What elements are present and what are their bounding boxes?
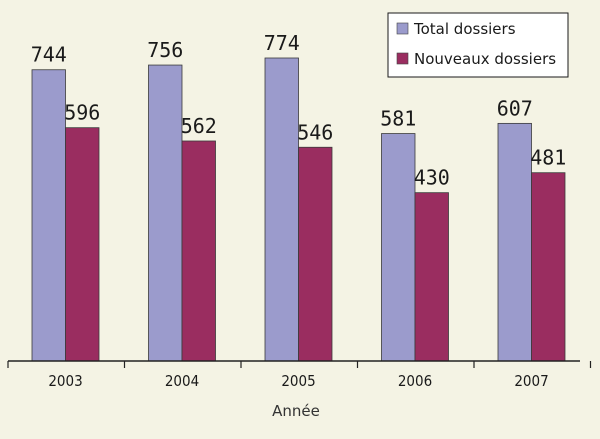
- bar-new-2005: [298, 146, 333, 362]
- legend-swatch-total: [396, 22, 409, 35]
- bar-total-2007: [497, 122, 532, 362]
- value-label-total-2007: 607: [497, 96, 533, 120]
- bar-total-2005: [264, 57, 299, 362]
- legend: Total dossiers Nouveaux dossiers: [387, 12, 569, 78]
- x-tick-label-2004: 2004: [165, 372, 199, 390]
- value-label-new-2003: 596: [64, 101, 100, 125]
- x-ticks-group: [7, 361, 592, 368]
- bar-new-2006: [414, 192, 449, 362]
- legend-label-new: Nouveaux dossiers: [414, 50, 556, 68]
- value-label-total-2004: 756: [147, 38, 183, 62]
- value-label-new-2004: 562: [181, 114, 217, 138]
- value-label-new-2006: 430: [414, 166, 450, 190]
- value-label-total-2006: 581: [380, 107, 416, 131]
- value-label-new-2005: 546: [297, 120, 333, 144]
- bar-total-2004: [148, 64, 183, 362]
- legend-swatch-new: [396, 52, 409, 65]
- x-tick-label-2003: 2003: [48, 372, 82, 390]
- value-label-total-2005: 774: [264, 31, 300, 55]
- x-tick-labels-group: 2003 2004 2005 2006 2007: [48, 372, 548, 390]
- bar-new-2003: [65, 127, 100, 362]
- bar-total-2006: [381, 133, 416, 362]
- x-axis-title: Année: [272, 402, 320, 420]
- x-tick-label-2005: 2005: [281, 372, 315, 390]
- bar-total-2003: [31, 69, 66, 362]
- value-labels-group: 744 596 756 562 774 546 581 430 607 481: [31, 31, 567, 190]
- bars-group: [31, 57, 566, 362]
- legend-label-total: Total dossiers: [413, 20, 516, 38]
- value-label-new-2007: 481: [530, 146, 566, 170]
- value-label-total-2003: 744: [31, 43, 67, 67]
- x-tick-label-2007: 2007: [514, 372, 548, 390]
- legend-box: [387, 12, 569, 78]
- bar-new-2007: [531, 172, 566, 362]
- bar-new-2004: [181, 140, 216, 362]
- x-tick-label-2006: 2006: [398, 372, 432, 390]
